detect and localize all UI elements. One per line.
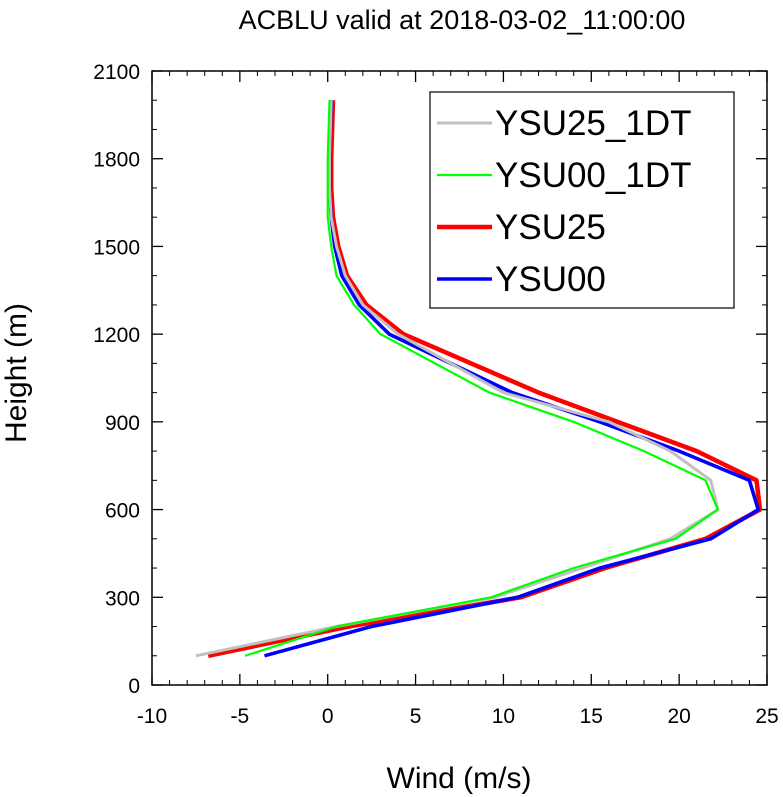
y-tick-label: 1200 <box>93 324 140 347</box>
legend: YSU25_1DT YSU00_1DT YSU25 YSU00 <box>429 91 735 309</box>
chart-title: ACBLU valid at 2018-03-02_11:00:00 <box>239 5 686 35</box>
y-tick-label: 300 <box>105 587 140 610</box>
x-tick-label: 10 <box>492 705 515 728</box>
x-tick-label: -5 <box>231 705 250 728</box>
x-tick-label: 20 <box>667 705 690 728</box>
x-tick-label: 0 <box>322 705 334 728</box>
legend-label-ysu25: YSU25 <box>495 208 606 247</box>
y-axis-title: Height (m) <box>0 303 33 443</box>
x-tick-label: 25 <box>755 705 778 728</box>
x-axis-title: Wind (m/s) <box>387 762 532 795</box>
legend-label-ysu00_1dt: YSU00_1DT <box>495 156 691 195</box>
y-tick-label: 2100 <box>93 61 140 84</box>
x-tick-label: -10 <box>137 705 167 728</box>
plot-frame <box>151 70 768 686</box>
series-line-ysu25_1dt <box>195 100 720 658</box>
legend-label-ysu00: YSU00 <box>495 260 606 299</box>
x-tick-label: 15 <box>580 705 603 728</box>
legend-label-ysu25_1dt: YSU25_1DT <box>495 104 691 143</box>
legend-box <box>429 91 735 309</box>
x-tick-label: 5 <box>410 705 422 728</box>
series-line-ysu00_1dt <box>244 100 719 657</box>
plot-area: -10 -5 0 5 10 15 20 25 0 300 600 900 1200 1500 1800 210… <box>93 61 778 728</box>
y-tick-label: 600 <box>105 500 140 523</box>
y-tick-label: 0 <box>128 675 140 698</box>
y-tick-label: 1500 <box>93 236 140 259</box>
y-tick-label: 1800 <box>93 149 140 172</box>
y-tick-label: 900 <box>105 412 140 435</box>
